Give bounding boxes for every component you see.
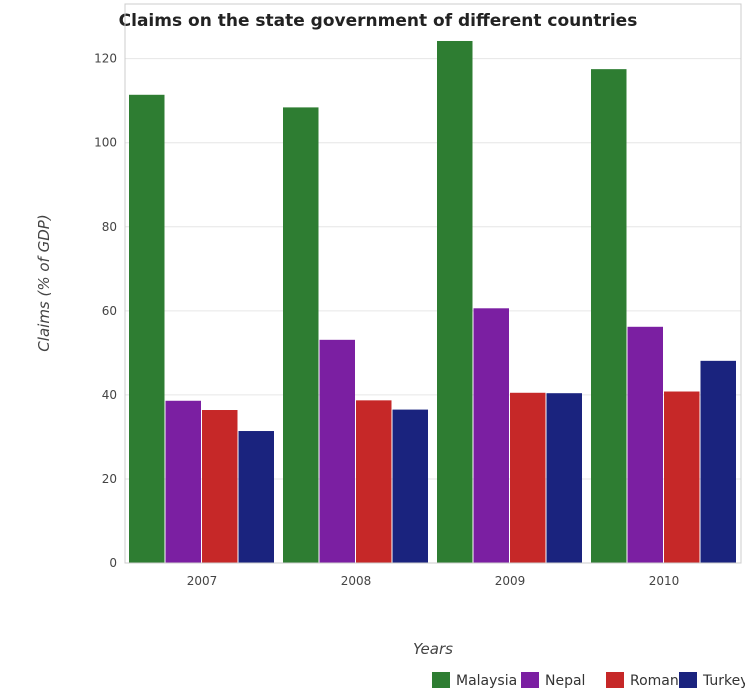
bar-malaysia-2008 (283, 107, 319, 563)
x-tick-label: 2010 (649, 574, 680, 588)
legend-item-malaysia: Malaysia (432, 672, 517, 689)
legend-swatch (432, 672, 450, 688)
y-tick-label: 40 (102, 388, 117, 402)
x-tick-label: 2007 (187, 574, 218, 588)
plot-frame (124, 3, 742, 564)
x-tick-label: 2008 (341, 574, 372, 588)
bar-nepal-2010 (627, 326, 663, 563)
y-tick-label: 60 (102, 304, 117, 318)
y-tick-label: 120 (94, 52, 117, 66)
bar-malaysia-2009 (437, 40, 473, 564)
bar-malaysia-2007 (129, 94, 165, 563)
y-tick-label: 80 (102, 220, 117, 234)
bar-nepal-2008 (319, 339, 355, 563)
y-tick-label: 100 (94, 136, 117, 150)
legend-item-romania: Romania (606, 672, 691, 689)
chart-title: Claims on the state government of differ… (119, 11, 638, 31)
x-axis-label: Years (413, 640, 453, 658)
legend: Malaysia Nepal Romania Turkey (432, 672, 745, 689)
legend-swatch (679, 672, 697, 688)
legend-label: Nepal (545, 673, 585, 689)
y-axis-label: Claims (% of GDP) (35, 214, 53, 351)
legend-label: Turkey (702, 673, 745, 689)
legend-label: Malaysia (456, 673, 517, 689)
bar-romania-2009 (510, 392, 546, 563)
y-tick-label: 20 (102, 472, 117, 486)
legend-label: Romania (630, 673, 691, 689)
bar-turkey-2010 (700, 360, 736, 563)
bar-turkey-2008 (392, 409, 428, 563)
bar-nepal-2007 (165, 400, 201, 563)
legend-swatch (521, 672, 539, 688)
legend-swatch (606, 672, 624, 688)
y-tick-label: 0 (109, 556, 117, 570)
bar-romania-2010 (664, 391, 700, 563)
legend-item-nepal: Nepal (521, 672, 585, 689)
y-tick-labels: 0 20 40 60 80 100 120 (94, 52, 117, 570)
bars (129, 40, 736, 564)
bar-turkey-2007 (238, 431, 274, 563)
legend-item-turkey: Turkey (679, 672, 745, 689)
bar-romania-2008 (356, 400, 392, 563)
x-tick-label: 2009 (495, 574, 526, 588)
bar-malaysia-2010 (591, 69, 627, 564)
bar-romania-2007 (202, 410, 238, 563)
x-tick-labels: 2007 2008 2009 2010 (187, 574, 680, 588)
bar-turkey-2009 (546, 393, 582, 563)
bar-nepal-2009 (473, 308, 509, 563)
